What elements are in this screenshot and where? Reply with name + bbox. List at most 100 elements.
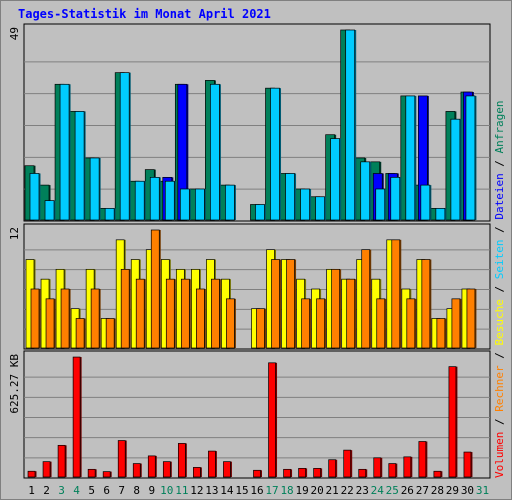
- panel-frame-volume: [23, 350, 491, 479]
- bar-seiten-day-2: [44, 200, 55, 221]
- bar-seiten-day-24: [375, 188, 386, 221]
- x-tick-label: 27: [416, 484, 429, 497]
- panel-visits: 12: [8, 223, 491, 350]
- x-tick-label: 4: [73, 484, 80, 497]
- bar-rechner-day-1: [30, 288, 40, 349]
- bar-seiten-day-1: [29, 173, 40, 221]
- x-tick-label: 7: [118, 484, 125, 497]
- legend-separator: /: [493, 220, 506, 240]
- series-volumen: [27, 356, 473, 478]
- bar-rechner-day-2: [45, 298, 55, 349]
- x-tick-label: 30: [461, 484, 474, 497]
- bar-rechner-day-16: [256, 308, 265, 349]
- legend-separator: /: [493, 279, 506, 299]
- x-tick-label: 3: [58, 484, 65, 497]
- bar-volumen-day-6: [102, 471, 111, 478]
- x-tick-label: 24: [371, 484, 385, 497]
- x-tick-label: 26: [401, 484, 414, 497]
- x-tick-label: 20: [311, 484, 324, 497]
- bar-seiten-day-27: [420, 184, 431, 221]
- legend: Volumen / Rechner / Besuche / Seiten / D…: [493, 100, 506, 478]
- bar-seiten-day-25: [390, 176, 401, 221]
- bar-rechner-day-23: [361, 249, 371, 349]
- bar-rechner-day-8: [135, 278, 145, 349]
- bar-rechner-day-21: [331, 268, 340, 349]
- legend-entry-dateien: Dateien: [493, 173, 506, 219]
- bar-seiten-day-18: [285, 173, 295, 221]
- x-tick-label: 9: [148, 484, 155, 497]
- bar-rechner-day-22: [346, 278, 356, 349]
- bar-rechner-day-5: [90, 288, 100, 349]
- legend-entry-anfragen: Anfragen: [493, 100, 506, 153]
- bar-seiten-day-20: [315, 196, 325, 221]
- bar-seiten-day-7: [119, 72, 130, 221]
- legend-text: Volumen / Rechner / Besuche / Seiten / D…: [493, 100, 506, 478]
- panel-volume: 625.27 KB: [8, 350, 491, 479]
- x-tick-label: 10: [160, 484, 173, 497]
- x-tick-label: 5: [88, 484, 95, 497]
- bar-volumen-day-20: [313, 468, 321, 478]
- bar-seiten-day-17: [270, 87, 280, 221]
- bar-volumen-day-12: [193, 467, 201, 478]
- bar-volumen-day-29: [448, 366, 457, 478]
- bar-seiten-day-3: [59, 83, 70, 221]
- legend-entry-besuche: Besuche: [493, 299, 506, 345]
- bar-volumen-day-24: [373, 457, 382, 478]
- bar-seiten-day-8: [134, 180, 145, 221]
- panel-requests: 49: [8, 23, 491, 222]
- bar-volumen-day-18: [283, 468, 291, 478]
- y-max-label-requests: 49: [8, 27, 21, 40]
- x-tick-label: 19: [295, 484, 308, 497]
- bar-seiten-day-19: [300, 188, 310, 221]
- bar-rechner-day-9: [150, 229, 160, 349]
- bar-volumen-day-4: [72, 356, 81, 478]
- bar-volumen-day-5: [87, 468, 96, 478]
- legend-entry-rechner: Rechner: [493, 365, 506, 412]
- x-tick-label: 11: [175, 484, 188, 497]
- bar-rechner-day-20: [316, 298, 325, 349]
- x-tick-label: 22: [341, 484, 354, 497]
- bar-seiten-day-5: [89, 157, 100, 221]
- bar-rechner-day-17: [271, 259, 280, 349]
- y-max-label-volume: 625.27 KB: [8, 354, 21, 414]
- bar-rechner-day-11: [180, 278, 190, 349]
- bar-volumen-day-25: [388, 463, 397, 478]
- x-tick-label: 16: [250, 484, 263, 497]
- bar-seiten-day-30: [465, 95, 476, 221]
- x-tick-label: 29: [446, 484, 459, 497]
- x-tick-label: 18: [280, 484, 293, 497]
- x-tick-label: 17: [265, 484, 278, 497]
- legend-entry-seiten: Seiten: [493, 240, 506, 280]
- bar-volumen-day-21: [328, 459, 337, 478]
- bar-volumen-day-19: [298, 468, 306, 478]
- bar-rechner-day-28: [436, 318, 446, 349]
- bar-rechner-day-24: [376, 298, 386, 349]
- x-tick-label: 6: [103, 484, 110, 497]
- bar-rechner-day-27: [421, 259, 431, 349]
- chart-title: Tages-Statistik im Monat April 2021: [18, 7, 271, 21]
- bar-seiten-day-13: [210, 83, 220, 221]
- bar-seiten-day-23: [360, 161, 371, 221]
- x-tick-label: 31: [476, 484, 489, 497]
- bar-rechner-day-18: [286, 259, 295, 349]
- bar-volumen-day-1: [27, 470, 36, 478]
- bar-volumen-day-3: [57, 444, 66, 478]
- bar-volumen-day-10: [162, 461, 171, 478]
- x-tick-label: 14: [220, 484, 234, 497]
- bar-rechner-day-3: [60, 288, 70, 349]
- bar-seiten-day-21: [330, 138, 340, 221]
- bar-rechner-day-12: [196, 288, 205, 349]
- y-max-label-visits: 12: [8, 227, 21, 240]
- x-axis-labels: 1 2 3 4 5 6 7 8 9 10 11 12 13 14 15 16 17 18 19 20 21 22 23 24 2…: [28, 484, 489, 497]
- x-tick-label: 23: [356, 484, 369, 497]
- bar-rechner-day-10: [165, 278, 175, 349]
- bar-seiten-day-14: [225, 184, 235, 221]
- bar-seiten-day-22: [345, 29, 356, 221]
- bar-volumen-day-2: [42, 461, 51, 478]
- bar-volumen-day-26: [403, 456, 412, 478]
- bar-seiten-day-4: [74, 111, 85, 221]
- x-tick-label: 21: [326, 484, 339, 497]
- bar-rechner-day-26: [406, 298, 416, 349]
